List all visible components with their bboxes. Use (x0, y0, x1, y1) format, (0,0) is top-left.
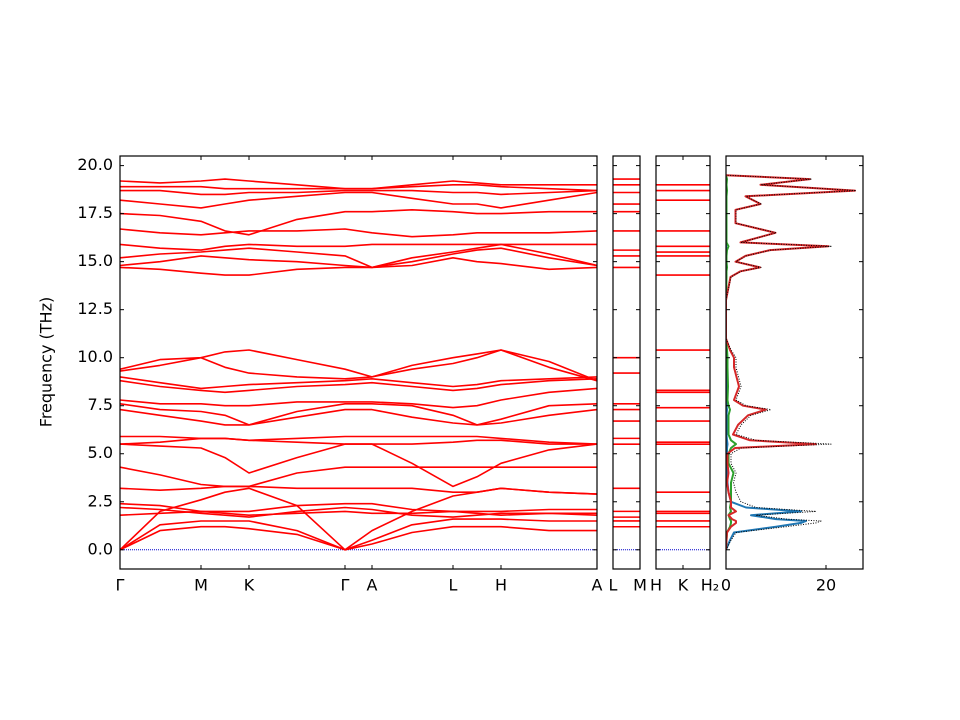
plot-area (656, 184, 710, 551)
band (120, 387, 597, 409)
x-tick-label: Γ (116, 576, 125, 595)
band (120, 247, 597, 269)
band (120, 257, 597, 276)
band (120, 376, 597, 390)
band (120, 243, 597, 269)
band (120, 184, 597, 192)
y-tick-label: 2.5 (88, 491, 113, 510)
band (120, 502, 597, 513)
frame (612, 155, 641, 570)
x-tick-label: A (367, 576, 378, 595)
y-tick-label: 12.5 (77, 299, 113, 318)
band (120, 349, 597, 382)
band (120, 518, 597, 551)
band (120, 403, 597, 426)
frame (655, 155, 711, 570)
x-tick-label: M (194, 576, 208, 595)
x-tick-label: H₂ (701, 576, 719, 595)
band (120, 191, 597, 209)
x-tick-label: 0 (721, 576, 731, 595)
frame (725, 155, 864, 570)
y-tick-label: 15.0 (77, 251, 113, 270)
x-tick-label: L (449, 576, 458, 595)
x-tick-label: M (633, 576, 647, 595)
band (120, 243, 597, 251)
y-tick-label: 17.5 (77, 203, 113, 222)
frame (119, 155, 598, 570)
plot-area (613, 178, 640, 551)
band (120, 228, 597, 238)
band (120, 525, 597, 551)
x-tick-label: H (650, 576, 662, 595)
band (120, 349, 597, 382)
band (120, 408, 597, 426)
band (120, 378, 597, 394)
band (120, 506, 597, 518)
y-tick-label: 10.0 (77, 347, 113, 366)
y-axis-label: Frequency (THz) (37, 297, 56, 427)
x-tick-label: L (609, 576, 618, 595)
x-tick-label: 20 (816, 576, 836, 595)
band (120, 189, 597, 196)
band (120, 435, 597, 445)
band (120, 443, 597, 488)
y-tick-label: 20.0 (77, 155, 113, 174)
x-tick-label: K (244, 576, 255, 595)
plot-area (726, 174, 857, 551)
x-tick-label: A (592, 576, 603, 595)
y-tick-label: 7.5 (88, 395, 113, 414)
plot-area (120, 178, 597, 551)
y-tick-label: 0.0 (88, 539, 113, 558)
band (120, 485, 597, 495)
x-tick-label: Γ (341, 576, 350, 595)
dos-curve (726, 174, 856, 550)
band (120, 437, 597, 445)
band (120, 178, 597, 190)
x-tick-label: K (678, 576, 689, 595)
band (120, 487, 597, 551)
dos-curve (726, 174, 857, 551)
band (120, 466, 597, 488)
band (120, 209, 597, 236)
x-tick-label: H (495, 576, 507, 595)
y-tick-label: 5.0 (88, 443, 113, 462)
